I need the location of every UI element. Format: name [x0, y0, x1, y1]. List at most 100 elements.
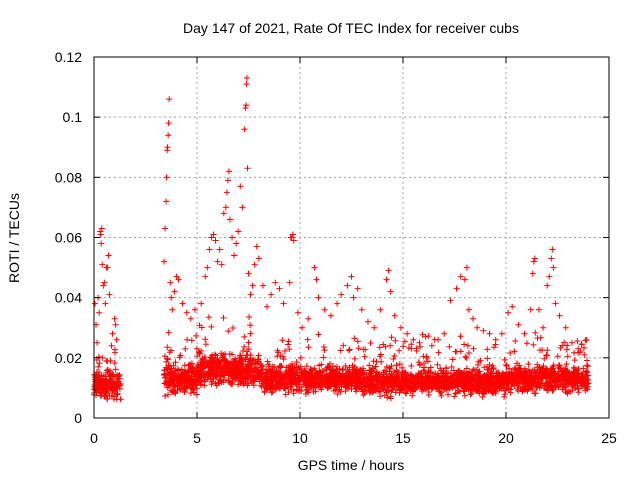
- data-point: [183, 309, 190, 316]
- data-point: [163, 174, 170, 181]
- data-point: [196, 349, 203, 356]
- data-point: [161, 258, 168, 265]
- data-point: [373, 372, 380, 379]
- data-point: [294, 309, 301, 316]
- data-point: [222, 204, 229, 211]
- data-point: [447, 297, 454, 304]
- data-point: [422, 333, 429, 340]
- data-point: [242, 105, 249, 112]
- data-point: [393, 362, 400, 369]
- data-point: [387, 342, 394, 349]
- data-point: [244, 165, 251, 172]
- data-point: [188, 337, 195, 344]
- y-tick-labels: 0 0.02 0.04 0.06 0.08 0.1 0.12: [55, 49, 82, 426]
- data-point: [304, 336, 311, 343]
- data-point: [175, 375, 182, 382]
- data-point: [178, 366, 185, 373]
- data-point: [354, 376, 361, 383]
- data-point: [446, 343, 453, 350]
- data-point: [251, 261, 258, 268]
- data-point: [437, 365, 444, 372]
- data-point: [177, 352, 184, 359]
- data-point: [207, 359, 214, 366]
- data-point: [359, 386, 366, 393]
- data-point: [238, 376, 245, 383]
- data-point: [354, 338, 361, 345]
- data-point: [488, 365, 495, 372]
- data-point: [373, 379, 380, 386]
- data-point: [176, 376, 183, 383]
- data-point: [552, 300, 559, 307]
- data-point: [226, 378, 233, 385]
- data-point: [484, 355, 491, 362]
- y-tick-label: 0.06: [55, 230, 82, 246]
- data-point: [169, 389, 176, 396]
- data-point: [237, 183, 244, 190]
- data-point: [290, 365, 297, 372]
- data-point: [257, 361, 264, 368]
- data-point: [241, 126, 248, 133]
- data-point: [109, 330, 116, 337]
- data-point: [108, 392, 115, 399]
- data-point: [491, 387, 498, 394]
- data-point: [549, 246, 556, 253]
- data-point: [501, 391, 508, 398]
- data-point: [547, 374, 554, 381]
- data-point: [474, 374, 481, 381]
- data-point: [390, 355, 397, 362]
- data-point: [504, 380, 511, 387]
- chart-title: Day 147 of 2021, Rate Of TEC Index for r…: [183, 20, 519, 36]
- data-point: [225, 328, 232, 335]
- data-point: [236, 358, 243, 365]
- data-point: [465, 349, 472, 356]
- data-point: [512, 373, 519, 380]
- data-point: [240, 347, 247, 354]
- data-point: [320, 343, 327, 350]
- data-point: [261, 373, 268, 380]
- data-point: [351, 335, 358, 342]
- data-point: [524, 377, 531, 384]
- data-point: [237, 352, 244, 359]
- data-point: [530, 341, 537, 348]
- data-point: [334, 379, 341, 386]
- data-point: [364, 318, 371, 325]
- data-point: [540, 324, 547, 331]
- data-point: [280, 385, 287, 392]
- data-point: [387, 365, 394, 372]
- data-point: [265, 366, 272, 373]
- data-point: [98, 240, 105, 247]
- data-point: [465, 306, 472, 313]
- data-point: [508, 368, 515, 375]
- data-point: [486, 330, 493, 337]
- data-point: [505, 373, 512, 380]
- data-point: [431, 370, 438, 377]
- data-point: [386, 364, 393, 371]
- data-point: [94, 386, 101, 393]
- data-point: [263, 385, 270, 392]
- data-point: [368, 380, 375, 387]
- data-point: [523, 371, 530, 378]
- data-point: [409, 380, 416, 387]
- data-point: [220, 314, 227, 321]
- data-point: [103, 392, 110, 399]
- data-point: [490, 344, 497, 351]
- data-point: [361, 353, 368, 360]
- data-point: [376, 353, 383, 360]
- data-point: [295, 387, 302, 394]
- data-point: [339, 366, 346, 373]
- data-point: [95, 363, 102, 370]
- data-point: [561, 339, 568, 346]
- data-point: [584, 363, 591, 370]
- data-point: [105, 380, 112, 387]
- data-point: [440, 367, 447, 374]
- data-point: [172, 359, 179, 366]
- data-point: [92, 300, 99, 307]
- data-point: [117, 396, 124, 403]
- data-point: [185, 362, 192, 369]
- data-point: [471, 367, 478, 374]
- data-point: [228, 381, 235, 388]
- data-point: [290, 237, 297, 244]
- data-point: [298, 369, 305, 376]
- data-point: [556, 312, 563, 319]
- data-point: [419, 388, 426, 395]
